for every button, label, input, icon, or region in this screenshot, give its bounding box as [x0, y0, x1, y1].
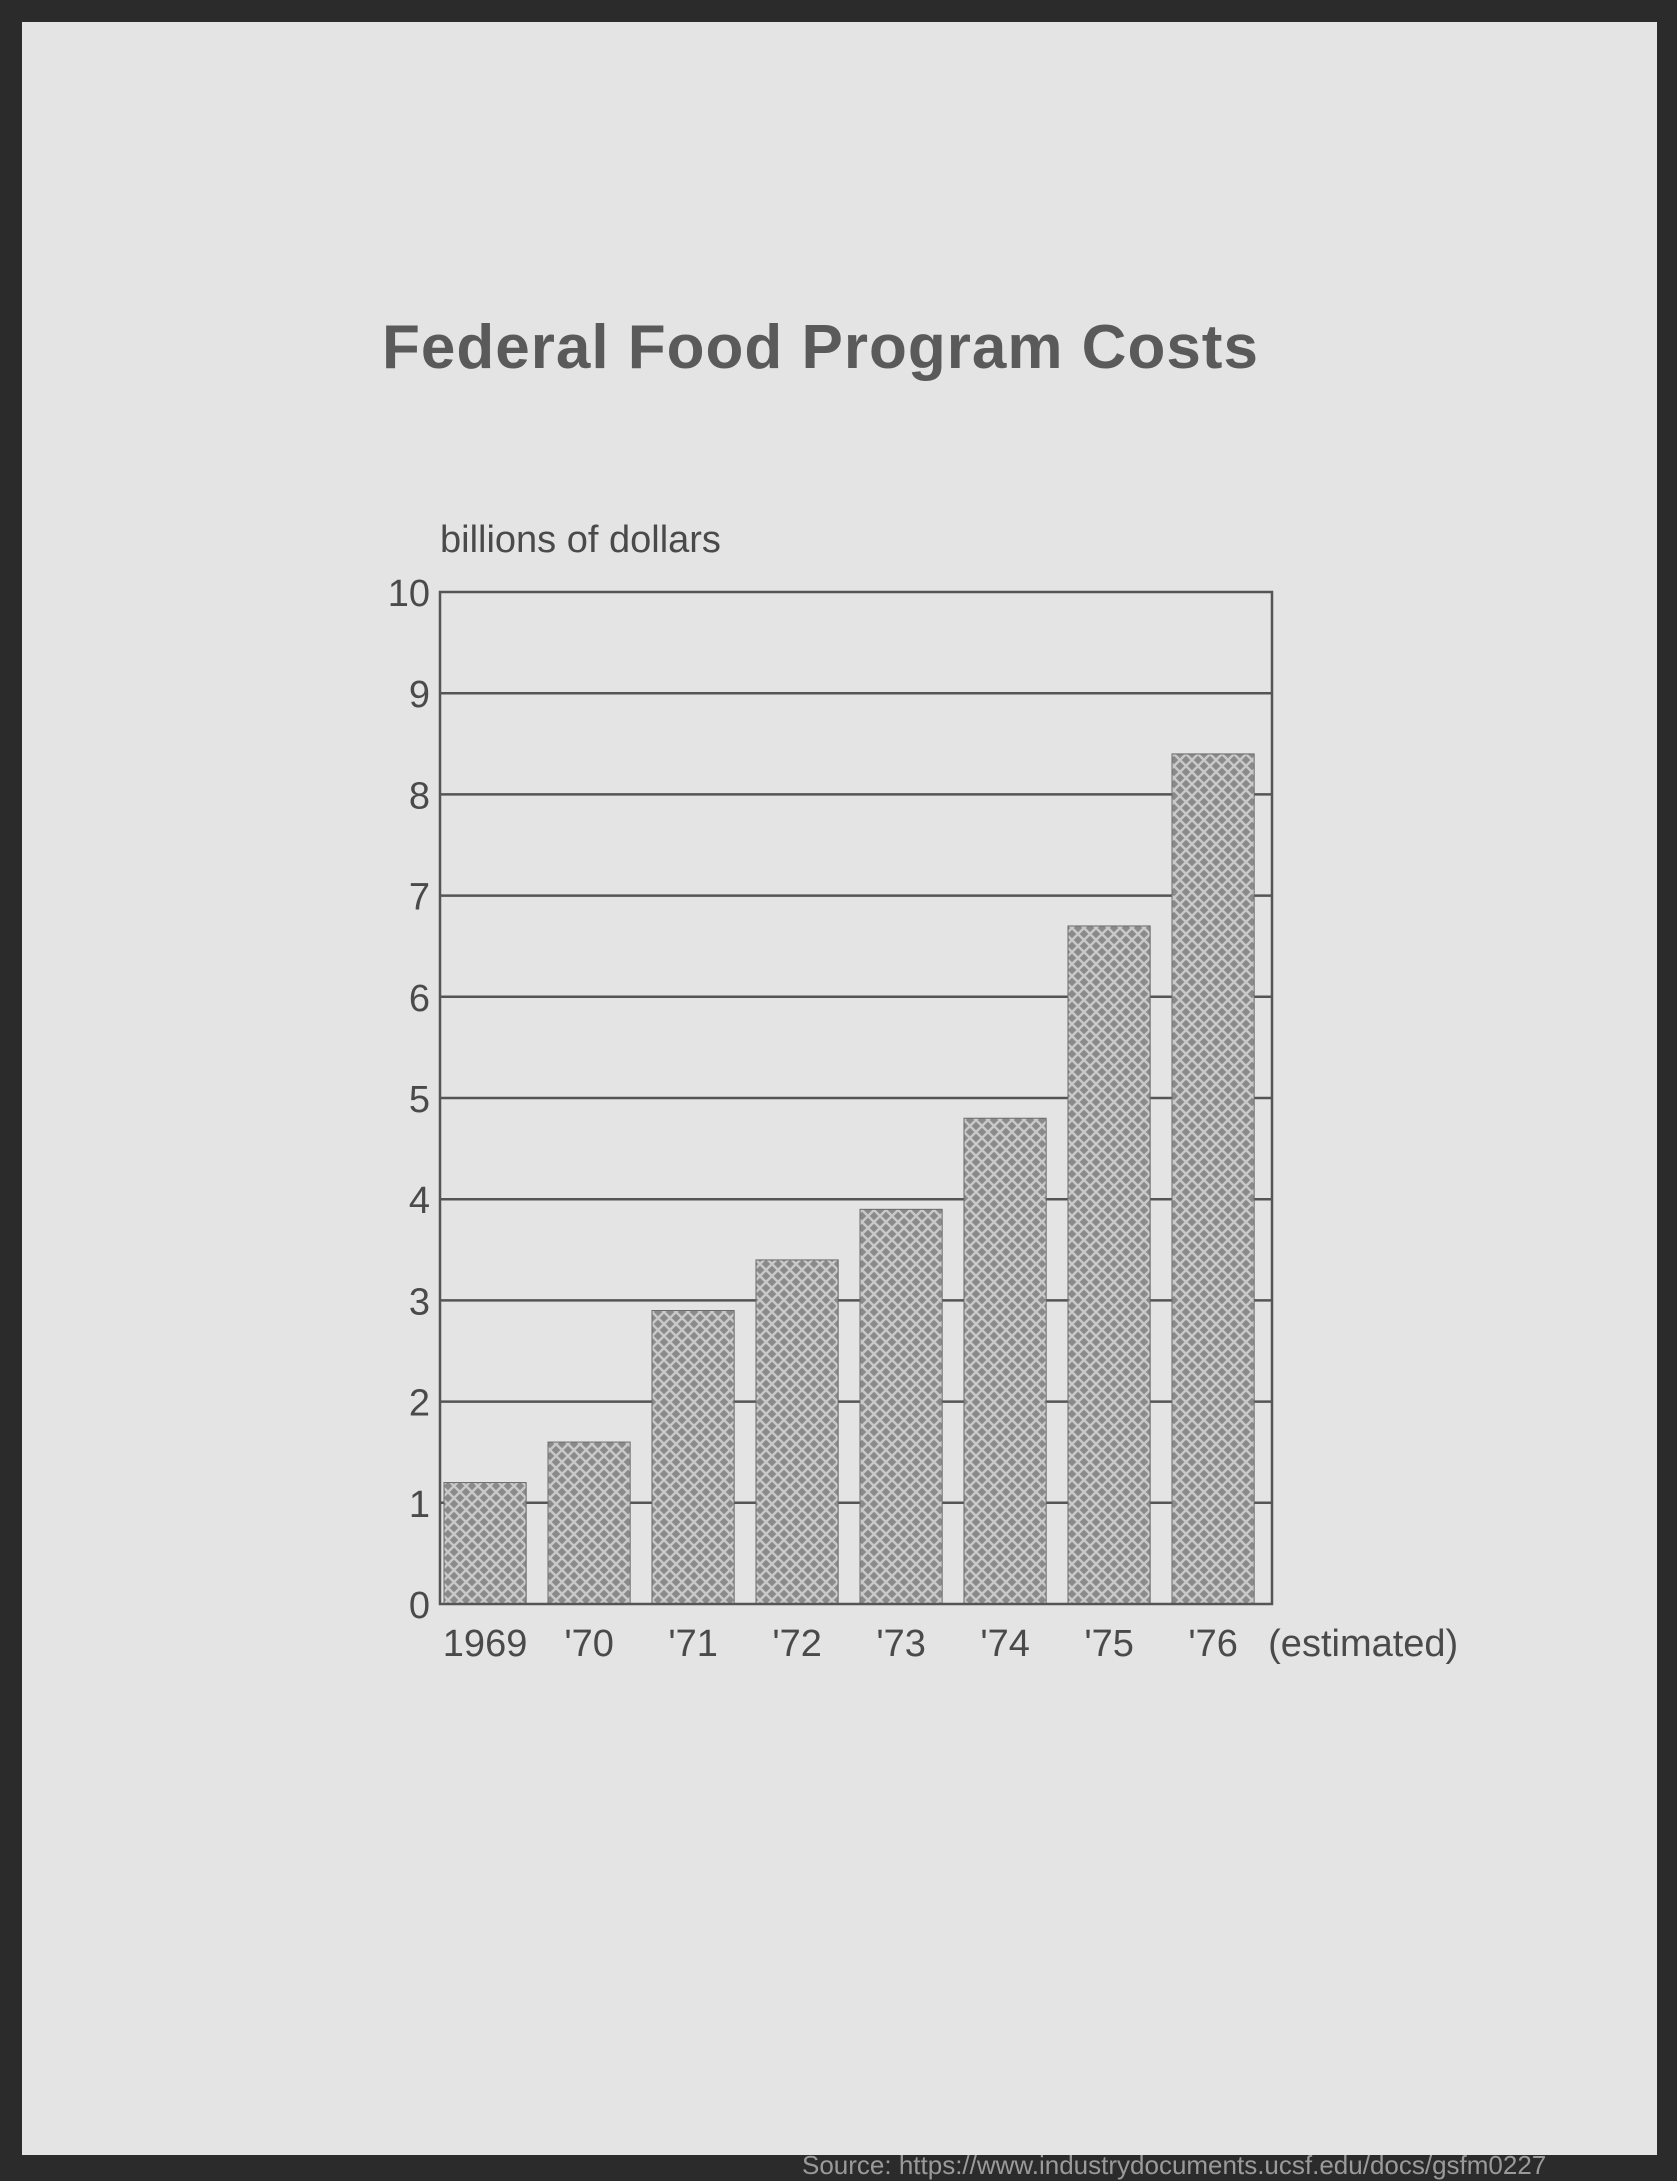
y-tick-label: 9	[409, 674, 430, 716]
bar	[443, 1482, 527, 1605]
x-tick-label: '71	[668, 1623, 718, 1665]
bar	[1171, 753, 1255, 1605]
y-tick-label: 7	[409, 877, 430, 919]
x-tick-label: '74	[980, 1623, 1030, 1665]
x-tick-label: '76	[1188, 1623, 1238, 1665]
y-tick-label: 1	[409, 1484, 430, 1526]
source-footer: Source: https://www.industrydocuments.uc…	[802, 2150, 1547, 2180]
bar	[547, 1441, 631, 1605]
y-tick-label: 6	[409, 978, 430, 1020]
x-tick-label: '73	[876, 1623, 926, 1665]
document-page: Federal Food Program Costs billions of d…	[22, 22, 1657, 2180]
bar	[859, 1208, 943, 1605]
bar	[963, 1117, 1047, 1605]
y-tick-labels: 0 1 2 3 4 5 6 7 8 9 10	[388, 573, 430, 1627]
bar-chart: billions of dollars 0 1 2 3 4 5 6 7 8 9 10 1969 '70…	[388, 519, 1459, 1665]
y-tick-label: 8	[409, 775, 430, 817]
x-tick-labels: 1969 '70 '71 '72 '73 '74 '75 '76	[443, 1623, 1238, 1665]
x-axis-estimated-note: (estimated)	[1268, 1623, 1458, 1665]
x-tick-label: '72	[772, 1623, 822, 1665]
y-tick-label: 3	[409, 1281, 430, 1323]
x-tick-label: 1969	[443, 1623, 528, 1665]
x-tick-label: '75	[1084, 1623, 1134, 1665]
bar	[651, 1310, 735, 1605]
y-tick-label: 5	[409, 1079, 430, 1121]
y-tick-label: 4	[409, 1180, 430, 1222]
x-tick-label: '70	[564, 1623, 614, 1665]
chart-title: Federal Food Program Costs	[382, 313, 1259, 382]
y-tick-label: 2	[409, 1383, 430, 1425]
y-axis-label: billions of dollars	[440, 519, 721, 561]
y-tick-label: 10	[388, 573, 430, 615]
bar	[1067, 925, 1151, 1605]
bar	[755, 1259, 839, 1605]
plot-frame	[438, 590, 1274, 1606]
bars	[443, 753, 1255, 1605]
y-tick-label: 0	[409, 1585, 430, 1627]
